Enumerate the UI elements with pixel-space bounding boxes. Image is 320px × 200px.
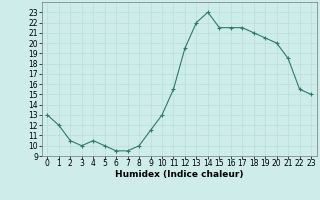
X-axis label: Humidex (Indice chaleur): Humidex (Indice chaleur) — [115, 170, 244, 179]
